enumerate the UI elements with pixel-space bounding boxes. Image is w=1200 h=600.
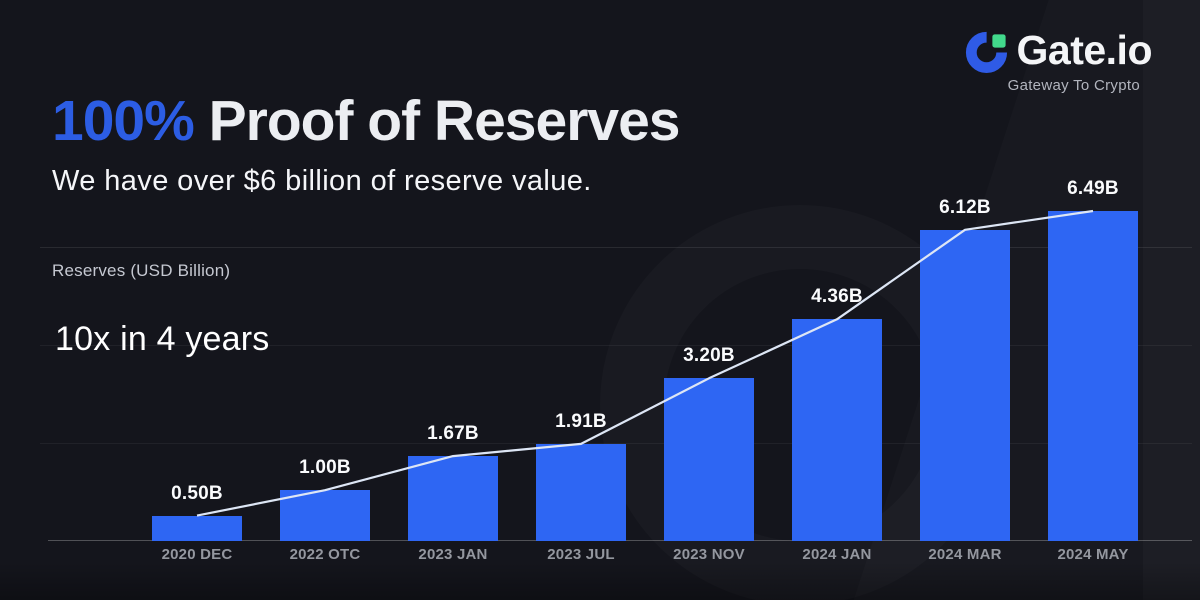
bar — [408, 456, 498, 541]
bottom-fade — [0, 562, 1200, 600]
bar — [536, 443, 626, 541]
gridline — [40, 247, 1192, 248]
gate-logo-icon — [965, 31, 1007, 74]
brand-tagline: Gateway To Crypto — [1007, 77, 1140, 94]
x-axis-tick-label: 2024 JAN — [802, 546, 872, 563]
bar-value-label: 1.67B — [427, 423, 479, 445]
bar — [792, 319, 882, 541]
bar — [920, 229, 1010, 541]
chart-y-axis-label: Reserves (USD Billion) — [52, 261, 231, 280]
bar-value-label: 6.12B — [939, 196, 991, 218]
x-axis-tick-label: 2024 MAY — [1057, 546, 1129, 563]
bar-value-label: 1.00B — [299, 457, 351, 479]
chart-annotation: 10x in 4 years — [55, 320, 270, 358]
page-title: 100% Proof of Reserves — [52, 89, 681, 153]
x-axis-tick-label: 2023 JUL — [547, 546, 615, 563]
x-axis-tick-label: 2020 DEC — [161, 546, 233, 563]
title-rest: Proof of Reserves — [193, 89, 681, 153]
x-axis-tick-label: 2024 MAR — [928, 546, 1002, 563]
brand-logo: Gate.io Gateway To Crypto — [963, 27, 1153, 94]
bar — [1048, 211, 1138, 541]
bar — [664, 378, 754, 541]
bar — [152, 515, 242, 541]
bar — [280, 490, 370, 541]
title-highlight: 100% — [52, 89, 195, 153]
page-subtitle: We have over $6 billion of reserve value… — [52, 165, 592, 197]
bar-value-label: 1.91B — [555, 410, 607, 432]
brand-name: Gate.io — [1016, 27, 1153, 73]
bar-value-label: 4.36B — [811, 286, 863, 308]
green-square-mark — [991, 34, 1006, 48]
hero-block: 100% Proof of Reserves We have over $6 b… — [52, 89, 681, 198]
x-axis-tick-label: 2023 JAN — [418, 546, 488, 563]
bar-value-label: 6.49B — [1067, 178, 1119, 199]
x-axis-tick-label: 2023 NOV — [673, 546, 745, 563]
x-axis-tick-label: 2022 OTC — [289, 546, 361, 563]
bar-value-label: 3.20B — [683, 345, 735, 367]
bar-value-label: 0.50B — [171, 482, 223, 504]
